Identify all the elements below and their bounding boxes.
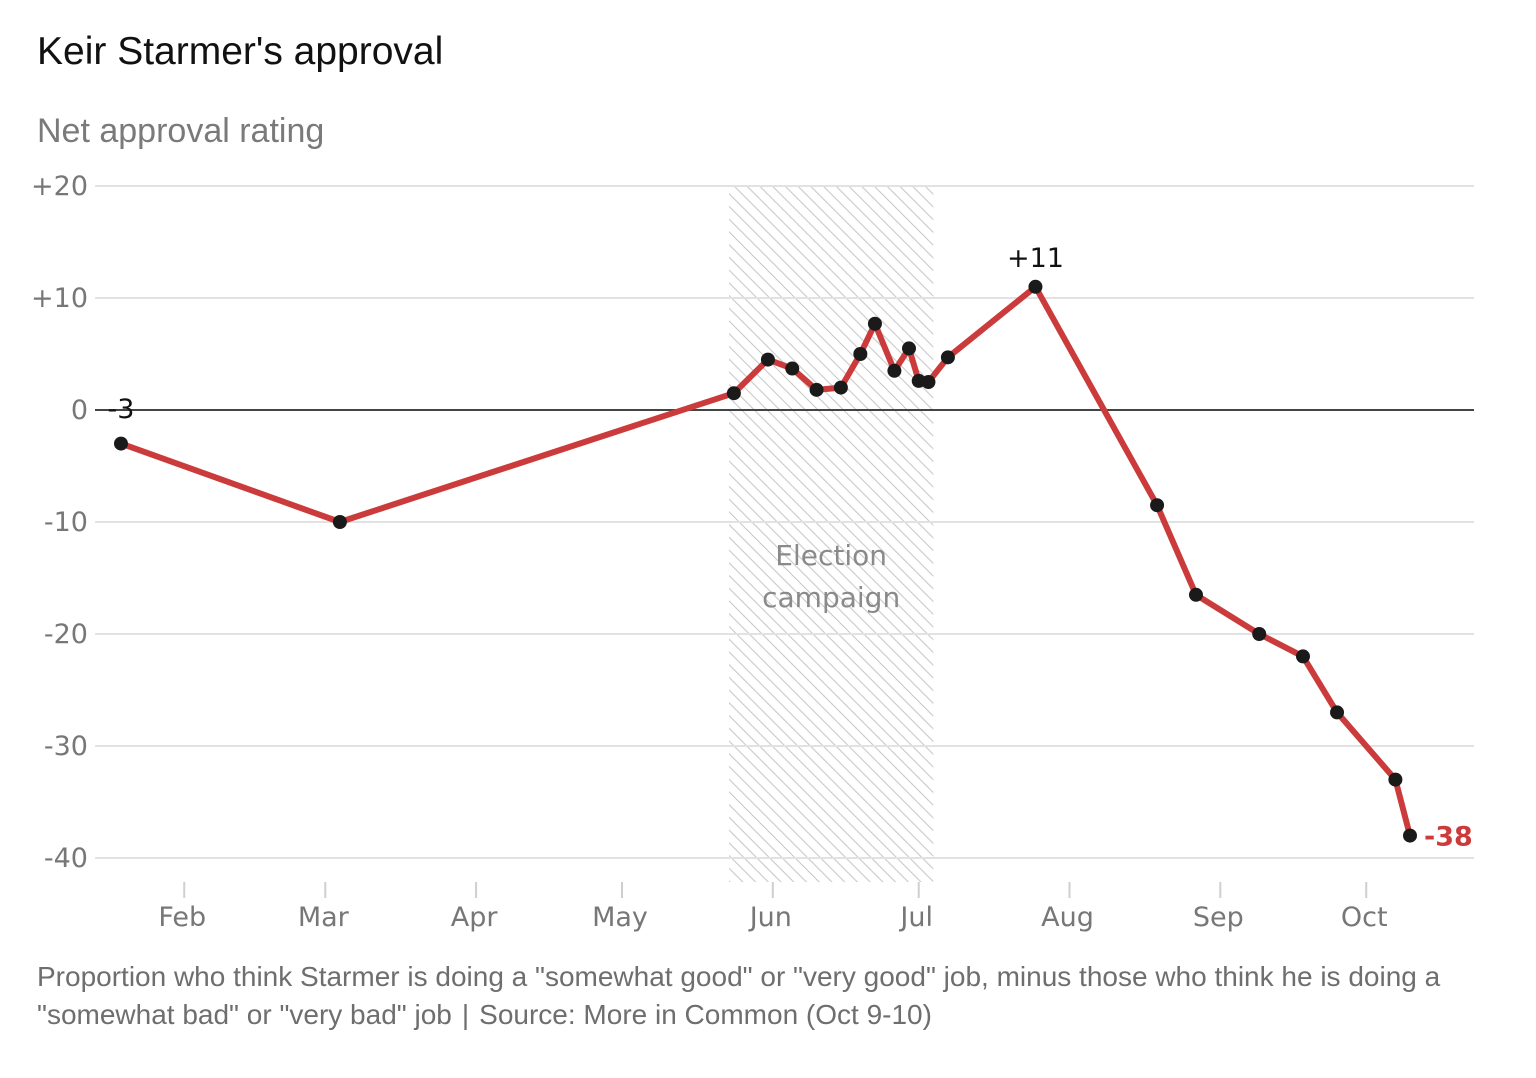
y-tick-label: +20: [31, 171, 88, 202]
band-hatch: [729, 186, 934, 882]
data-point: [1150, 498, 1165, 513]
gridlines: +20 +10 0 -10 -20 -30 -40: [31, 171, 1474, 874]
band-label: Election: [775, 539, 887, 572]
chart-footer: Proportion who think Starmer is doing a …: [37, 958, 1497, 1034]
x-tick-label: Feb: [158, 902, 206, 933]
data-point: [1252, 627, 1267, 641]
x-axis: Feb Mar Apr May Jun Jul Aug Sep Oct: [158, 882, 1388, 933]
annotation-latest: -38: [1424, 822, 1473, 853]
series-line: [118, 283, 1413, 839]
data-point: [921, 375, 936, 389]
x-tick-label: Apr: [451, 902, 499, 933]
y-tick-label: 0: [71, 395, 88, 426]
y-tick-label: -10: [44, 507, 88, 538]
data-point: [853, 347, 868, 361]
annotations: -3 +11 -38: [108, 243, 1473, 853]
data-point: [887, 363, 902, 378]
data-point: [1403, 828, 1417, 843]
x-tick-label: Mar: [298, 902, 350, 933]
footer-note: Proportion who think Starmer is doing a …: [37, 961, 1441, 1030]
series-line-path: [118, 283, 1413, 839]
data-point: [726, 386, 741, 401]
band-label: campaign: [762, 581, 900, 614]
data-point: [1028, 279, 1043, 294]
series-points: [114, 279, 1417, 843]
x-tick-label: Sep: [1193, 902, 1244, 933]
data-point: [1330, 705, 1345, 720]
data-point: [940, 350, 955, 365]
x-tick-label: Aug: [1041, 902, 1094, 933]
data-point: [809, 382, 824, 397]
data-point: [833, 380, 848, 395]
x-tick-label: May: [592, 902, 648, 933]
election-campaign-band: Election campaign: [729, 186, 934, 882]
data-point: [867, 316, 882, 331]
x-tick-label: Jul: [898, 902, 933, 933]
approval-line-chart: Election campaign +20 +10 0 -10 -20 -30 -40 Feb…: [31, 171, 1474, 933]
data-point: [760, 352, 775, 367]
annotation-start: -3: [108, 394, 135, 425]
data-point: [901, 341, 916, 356]
y-tick-label: -20: [44, 619, 88, 650]
data-point: [332, 515, 347, 529]
footer-source: Source: More in Common (Oct 9-10): [479, 999, 932, 1030]
data-point: [1388, 772, 1403, 787]
data-point: [114, 436, 128, 451]
footer-separator: |: [461, 999, 470, 1030]
data-point: [785, 361, 800, 376]
x-tick-label: Oct: [1341, 902, 1388, 933]
chart-subtitle: Net approval rating: [37, 112, 325, 150]
y-tick-label: -40: [44, 843, 88, 874]
y-tick-label: +10: [31, 283, 88, 314]
x-tick-label: Jun: [748, 902, 792, 933]
annotation-peak: +11: [1007, 243, 1064, 274]
data-point: [1295, 649, 1310, 664]
y-tick-label: -30: [44, 731, 88, 762]
data-point: [1188, 587, 1203, 602]
chart-title: Keir Starmer's approval: [37, 30, 444, 73]
